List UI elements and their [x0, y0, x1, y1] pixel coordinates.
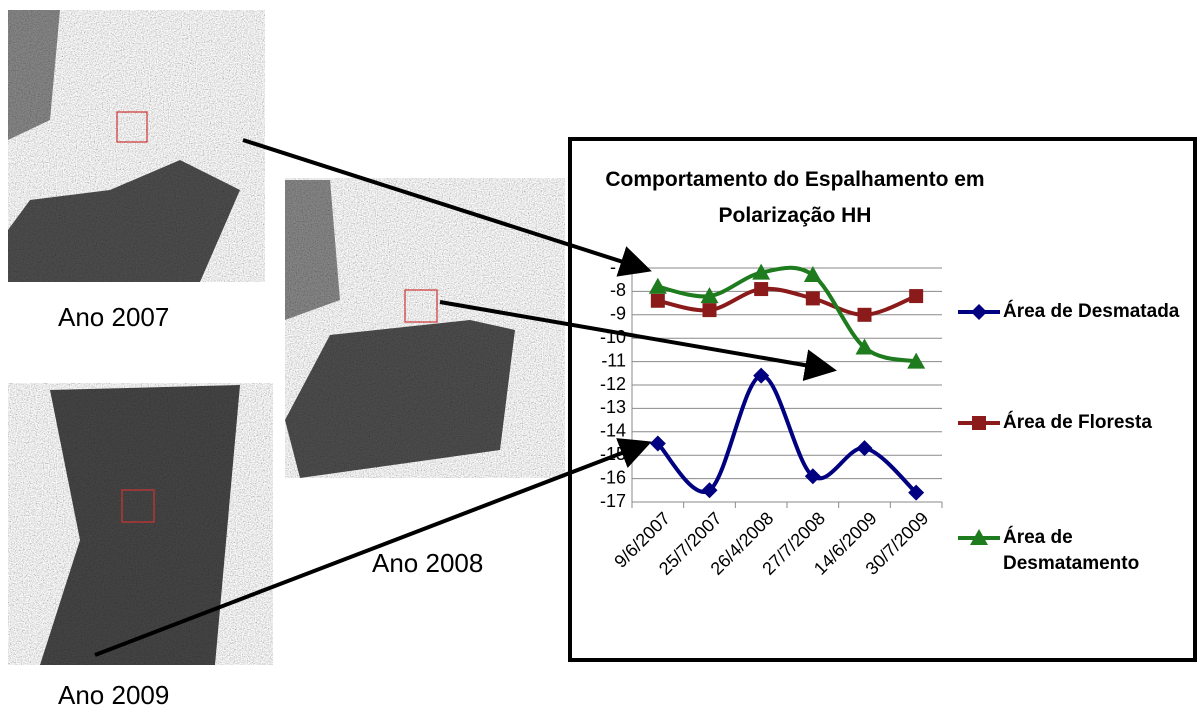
point [700, 287, 719, 304]
point [857, 307, 872, 322]
point [856, 440, 873, 457]
point [908, 484, 925, 501]
point [753, 367, 770, 384]
point [701, 482, 718, 499]
arrow [94, 438, 652, 657]
y-tick-label: -12 [600, 374, 626, 394]
legend-label: Área de Floresta [1003, 412, 1152, 433]
sar-image-2007 [8, 10, 265, 282]
point [754, 282, 769, 297]
point [907, 352, 926, 369]
y-tick-label: -17 [600, 491, 626, 511]
point [909, 289, 924, 304]
arrow [242, 138, 652, 277]
y-tick-label: -9 [610, 304, 626, 324]
point [803, 266, 822, 283]
point [702, 303, 717, 318]
point [972, 416, 986, 430]
image-label: Ano 2008 [372, 548, 484, 578]
arrow [439, 300, 837, 381]
arrows [94, 138, 837, 657]
chart-frame [568, 137, 1197, 662]
y-tick-label: -14 [600, 421, 626, 441]
y-tick-label: -11 [601, 350, 626, 370]
point [805, 291, 820, 306]
point [855, 338, 874, 355]
sar-image-2008 [285, 178, 565, 478]
point [649, 435, 666, 452]
point [650, 293, 665, 308]
image-label: Ano 2007 [58, 302, 170, 332]
point [804, 468, 821, 485]
image-label: Ano 2009 [58, 680, 170, 710]
point [970, 529, 988, 545]
point [648, 277, 667, 294]
chart-title: Comportamento do Espalhamento em Polariz… [605, 168, 985, 227]
y-tick-label: -8 [610, 280, 626, 300]
y-tick-label: -13 [600, 397, 626, 417]
legend-label: Área de Desmatada [1003, 301, 1180, 322]
y-tick-label: -16 [600, 467, 626, 487]
sar-image-2009 [8, 383, 273, 665]
point [752, 263, 771, 280]
legend-label: Área de Desmatamento [1003, 527, 1140, 574]
point [971, 304, 987, 320]
